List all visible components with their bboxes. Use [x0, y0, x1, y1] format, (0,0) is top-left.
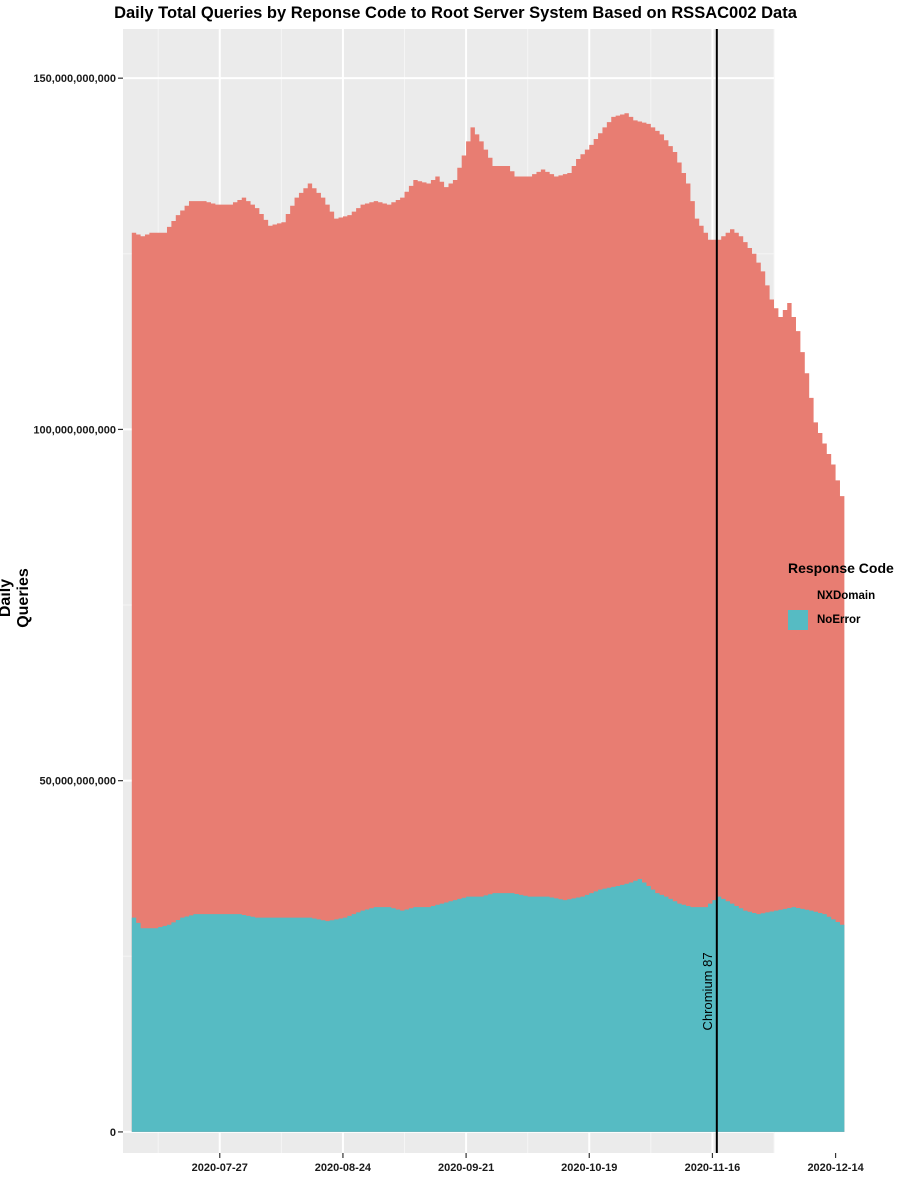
y-tick-label: 100,000,000,000	[33, 424, 116, 436]
x-tick-label: 2020-12-14	[807, 1162, 864, 1174]
x-tick-label: 2020-10-19	[561, 1162, 617, 1174]
x-axis-ticks: 2020-07-27 2020-08-24 2020-09-21 2020-10-19…	[192, 1153, 865, 1174]
chart-title: Daily Total Queries by Reponse Code to R…	[114, 4, 797, 22]
y-tick-label: 50,000,000,000	[40, 776, 116, 788]
y-axis-ticks: 0 50,000,000,000 100,000,000,000 150,000,00…	[33, 73, 123, 1139]
annotation-label: Chromium 87	[700, 952, 715, 1030]
series-layer	[131, 113, 845, 1132]
legend-key-noerror	[788, 610, 808, 630]
legend-title: Response Code	[788, 560, 894, 576]
series-area-nxdomain	[131, 113, 845, 1132]
y-tick-label: 0	[110, 1127, 116, 1139]
legend-label-noerror: NoError	[817, 614, 861, 626]
legend-item-noerror: NoError	[788, 608, 894, 632]
legend-label-nxdomain: NXDomain	[817, 590, 876, 602]
legend: Response Code NXDomain NoError	[788, 560, 894, 632]
y-tick-label: 150,000,000,000	[33, 73, 116, 85]
x-tick-label: 2020-09-21	[438, 1162, 494, 1174]
series-area-noerror	[131, 879, 845, 1132]
legend-item-nxdomain: NXDomain	[788, 584, 894, 608]
x-tick-label: 2020-08-24	[315, 1162, 372, 1174]
x-tick-label: 2020-07-27	[192, 1162, 248, 1174]
x-tick-label: 2020-11-16	[685, 1162, 741, 1174]
legend-key-nxdomain	[788, 586, 808, 606]
